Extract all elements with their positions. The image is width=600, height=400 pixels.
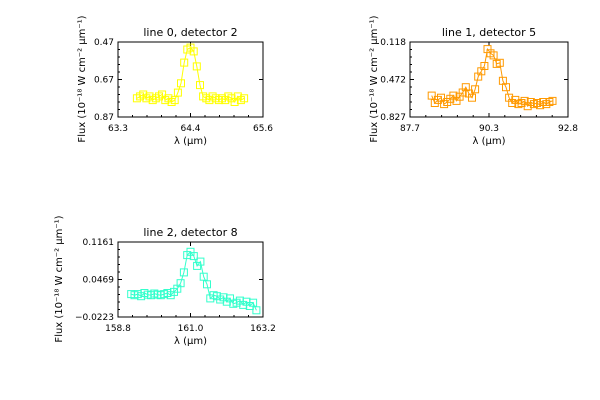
y-tick-label: 0.47 xyxy=(94,38,114,48)
data-point xyxy=(173,88,182,97)
data-point xyxy=(240,94,249,103)
chart-title: line 1, detector 5 xyxy=(442,26,536,39)
data-point xyxy=(548,96,557,105)
x-tick-label: 87.7 xyxy=(400,124,420,134)
data-point xyxy=(468,93,476,102)
x-axis-label: λ (μm) xyxy=(472,136,505,147)
y-tick-label: 0.472 xyxy=(380,76,406,86)
data-point xyxy=(502,83,510,92)
y-tick-label: −0.0223 xyxy=(75,313,114,323)
chart-panel-2: line 2, detector 8 158.8 161.0 163.2 0.1161 0… xyxy=(54,215,276,347)
y-axis-label: Flux (10⁻¹⁸ W cm⁻² μm⁻¹) xyxy=(54,215,65,342)
x-tick-label: 161.0 xyxy=(178,324,204,334)
data-point xyxy=(249,298,258,307)
x-tick-label: 64.4 xyxy=(180,124,200,134)
data-point xyxy=(192,62,201,71)
chart-panel-0: line 0, detector 2 63.3 64.4 65.6 0.47 0.67 0.… xyxy=(77,15,273,147)
data-point xyxy=(199,272,208,281)
data-point xyxy=(495,58,504,67)
y-axis-label: Flux (10⁻¹⁸ W cm⁻² μm⁻¹) xyxy=(369,15,380,142)
y-tick-label: 0.67 xyxy=(94,76,114,86)
data-point xyxy=(252,306,261,315)
x-axis-label: λ (μm) xyxy=(174,136,207,147)
data-point xyxy=(196,81,204,90)
chart-title: line 0, detector 2 xyxy=(143,26,237,39)
x-tick-label: 90.3 xyxy=(479,124,499,134)
x-axis-label: λ (μm) xyxy=(174,336,207,347)
x-tick-label: 158.8 xyxy=(105,324,131,334)
chart-panel-1: line 1, detector 5 87.7 90.3 92.8 0.118 0.472… xyxy=(369,15,578,147)
data-point xyxy=(180,58,189,67)
y-tick-label: 0.827 xyxy=(380,113,406,123)
data-point xyxy=(196,257,205,266)
data-point xyxy=(489,51,498,60)
y-tick-label: 0.87 xyxy=(94,113,114,123)
data-point xyxy=(480,62,489,70)
data-point xyxy=(189,47,198,56)
data-point xyxy=(176,279,185,288)
x-tick-label: 92.8 xyxy=(558,124,578,134)
data-point xyxy=(203,280,211,289)
data-point xyxy=(177,79,185,88)
y-tick-label: 0.0469 xyxy=(83,276,115,286)
chart-title: line 2, detector 8 xyxy=(143,226,237,239)
x-tick-label: 63.3 xyxy=(108,124,128,134)
series-line xyxy=(431,47,553,108)
x-tick-label: 163.2 xyxy=(250,324,276,334)
data-point xyxy=(471,85,480,94)
y-tick-label: 0.1161 xyxy=(83,238,115,248)
series-line xyxy=(131,251,257,311)
y-axis-label: Flux (10⁻¹⁸ W cm⁻² μm⁻¹) xyxy=(77,15,88,142)
data-point xyxy=(189,252,198,261)
data-point xyxy=(179,268,188,277)
x-tick-label: 65.6 xyxy=(253,124,273,134)
y-tick-label: 0.118 xyxy=(380,38,406,48)
